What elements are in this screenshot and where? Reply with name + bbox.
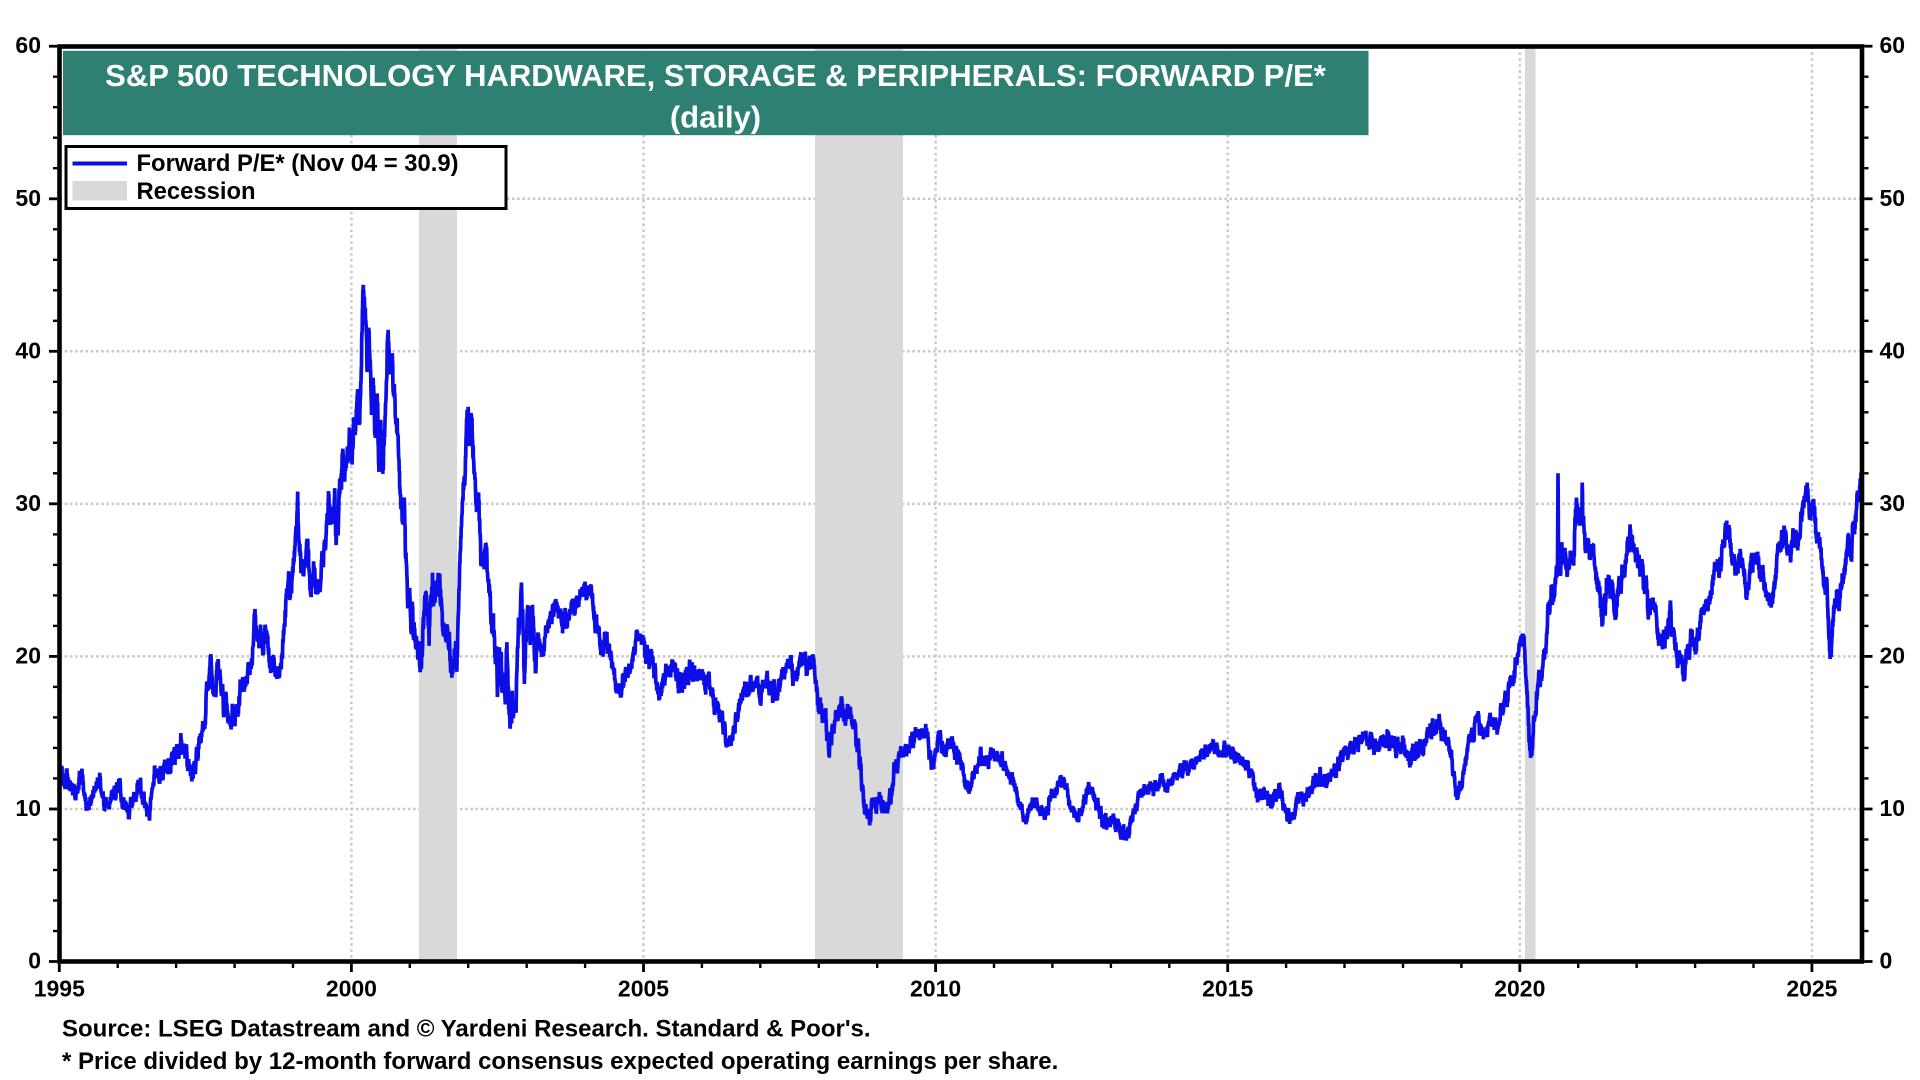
svg-text:10: 10 <box>1880 795 1906 821</box>
svg-text:2010: 2010 <box>910 976 961 1002</box>
svg-text:2005: 2005 <box>618 976 669 1002</box>
svg-text:50: 50 <box>1880 185 1906 211</box>
svg-text:20: 20 <box>15 642 41 668</box>
svg-text:2015: 2015 <box>1202 976 1253 1002</box>
svg-text:S&P 500 TECHNOLOGY HARDWARE, S: S&P 500 TECHNOLOGY HARDWARE, STORAGE & P… <box>105 58 1327 93</box>
svg-text:40: 40 <box>15 337 41 363</box>
svg-text:60: 60 <box>15 32 41 58</box>
svg-text:Forward P/E* (Nov 04 = 30.9): Forward P/E* (Nov 04 = 30.9) <box>137 150 459 177</box>
svg-text:0: 0 <box>28 948 41 974</box>
svg-text:2025: 2025 <box>1786 976 1837 1002</box>
svg-text:40: 40 <box>1880 337 1906 363</box>
svg-text:0: 0 <box>1880 948 1893 974</box>
svg-text:Source: LSEG Datastream and ©: Source: LSEG Datastream and © Yardeni Re… <box>62 1016 871 1043</box>
svg-text:60: 60 <box>1880 32 1906 58</box>
svg-text:* Price divided by 12-month fo: * Price divided by 12-month forward cons… <box>62 1048 1058 1075</box>
svg-text:50: 50 <box>15 185 41 211</box>
svg-text:1995: 1995 <box>34 976 85 1002</box>
svg-text:2020: 2020 <box>1494 976 1545 1002</box>
svg-text:2000: 2000 <box>326 976 377 1002</box>
svg-text:10: 10 <box>15 795 41 821</box>
svg-text:30: 30 <box>1880 490 1906 516</box>
svg-text:(daily): (daily) <box>670 100 761 135</box>
svg-text:30: 30 <box>15 490 41 516</box>
svg-text:Recession: Recession <box>137 178 256 205</box>
svg-text:20: 20 <box>1880 642 1906 668</box>
